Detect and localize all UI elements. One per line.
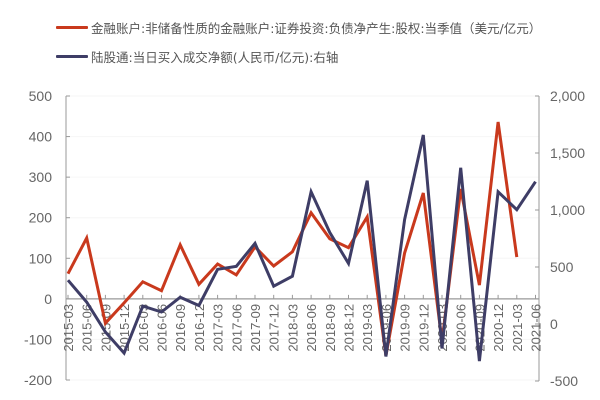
series-navy-line	[66, 134, 537, 362]
x-tick-label: 2015-03	[61, 304, 76, 352]
x-tick-label: 2021-06	[529, 304, 544, 352]
right-tick-label: -500	[550, 373, 578, 389]
x-tick-label: 2015-09	[98, 304, 113, 352]
x-tick-label: 2019-03	[360, 304, 375, 352]
x-tick-label: 2020-12	[491, 304, 506, 352]
x-tick-label: 2020-06	[454, 304, 469, 352]
right-tick-label: 1,000	[550, 202, 585, 218]
left-tick-label: -100	[24, 331, 52, 347]
left-tick-label: 400	[29, 129, 53, 145]
x-tick-label: 2018-09	[323, 304, 338, 352]
legend-swatch-red	[56, 25, 88, 29]
x-tick-label: 2016-06	[155, 304, 170, 352]
legend-swatch-navy	[56, 54, 88, 58]
x-tick-label: 2021-03	[510, 304, 525, 352]
x-tick-label: 2016-03	[136, 304, 151, 352]
x-tick-label: 2016-09	[173, 304, 188, 352]
x-tick-label: 2015-06	[80, 304, 95, 352]
x-tick-label: 2017-12	[267, 304, 282, 352]
x-tick-label: 2019-12	[416, 304, 431, 352]
legend-item-series2: 陆股通:当日买入成交净额(人民币/亿元):右轴	[56, 45, 541, 67]
x-tick-label: 2018-06	[304, 304, 319, 352]
left-tick-label: 200	[29, 210, 53, 226]
left-tick-label: 500	[29, 88, 53, 104]
legend-label-series1: 金融账户:非储备性质的金融账户:证券投资:负债净产生:股权:当季值（美元/亿元）	[91, 20, 542, 36]
right-tick-label: 0	[550, 316, 558, 332]
x-tick-label: 2017-06	[229, 304, 244, 352]
right-tick-label: 500	[550, 259, 574, 275]
chart-legend: 金融账户:非储备性质的金融账户:证券投资:负债净产生:股权:当季值（美元/亿元）…	[56, 16, 541, 74]
left-tick-label: 300	[29, 169, 53, 185]
legend-label-series2: 陆股通:当日买入成交净额(人民币/亿元):右轴	[91, 49, 339, 65]
x-tick-label: 2017-09	[248, 304, 263, 352]
x-tick-label: 2018-03	[285, 304, 300, 352]
left-tick-label: -200	[24, 372, 52, 388]
x-tick-label: 2018-12	[342, 304, 357, 352]
x-tick-label: 2016-12	[192, 304, 207, 352]
left-tick-label: 100	[29, 250, 53, 266]
x-tick-label: 2017-03	[211, 304, 226, 352]
left-tick-label: 0	[44, 291, 52, 307]
x-tick-label: 2015-12	[117, 304, 132, 352]
x-tick-label: 2019-09	[398, 304, 413, 352]
right-tick-label: 2,000	[550, 88, 585, 104]
right-tick-label: 1,500	[550, 145, 585, 161]
legend-item-series1: 金融账户:非储备性质的金融账户:证券投资:负债净产生:股权:当季值（美元/亿元）	[56, 16, 541, 38]
